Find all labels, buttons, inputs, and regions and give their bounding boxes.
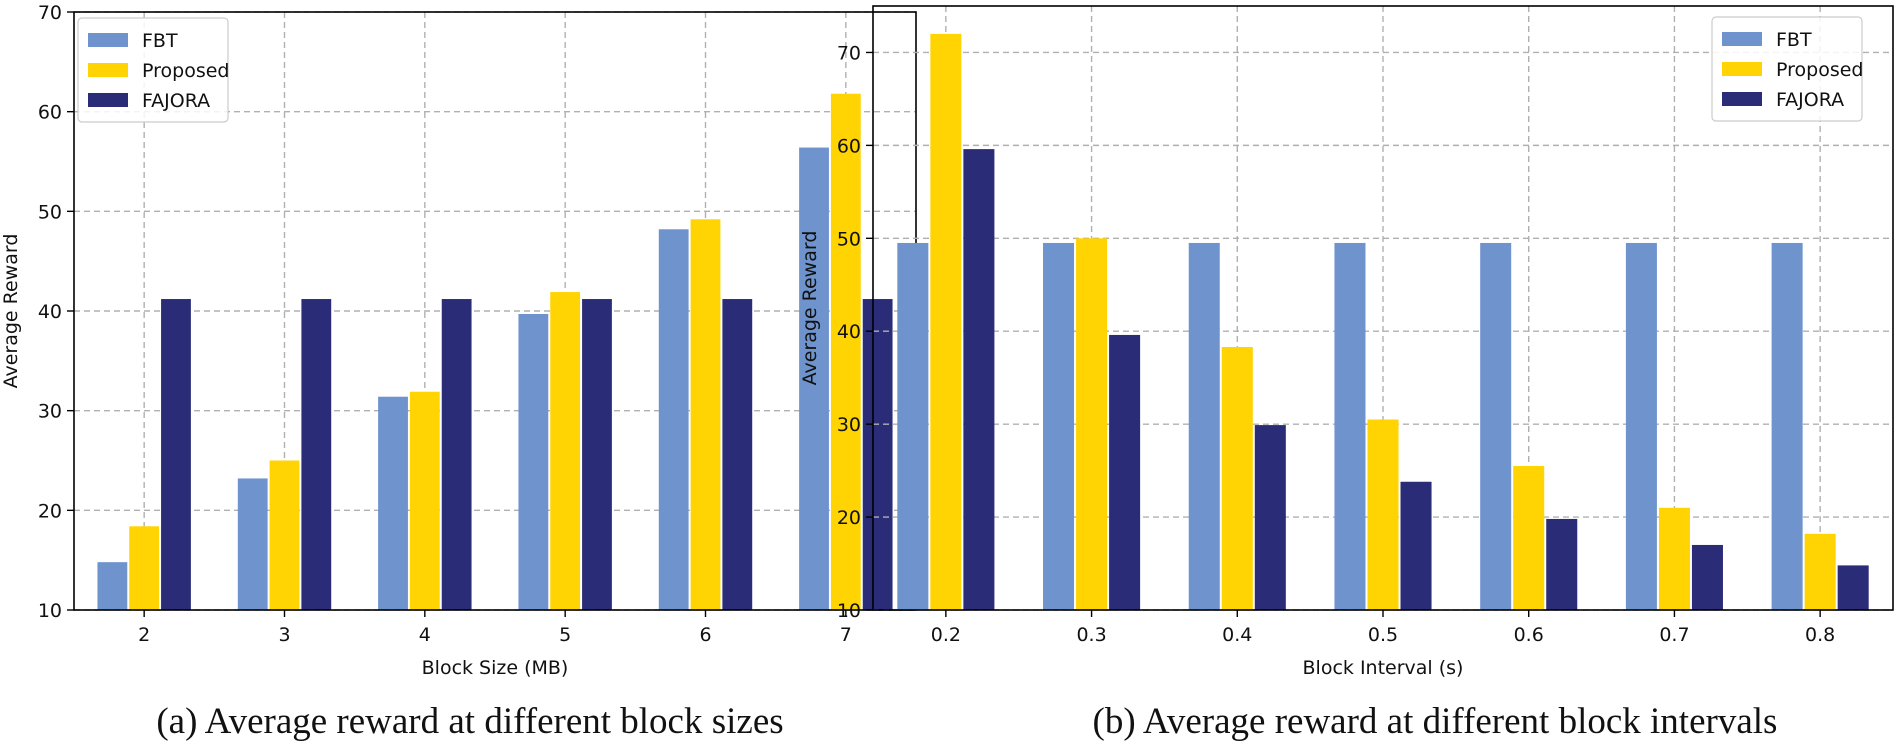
x-tick-label: 0.7 bbox=[1659, 624, 1689, 646]
bar-fajora-0-8 bbox=[1837, 565, 1869, 610]
bar-fbt-0-8 bbox=[1771, 242, 1803, 610]
caption-block-size: (a) Average reward at different block si… bbox=[156, 701, 784, 742]
y-tick-label: 40 bbox=[837, 321, 861, 343]
bar-fbt-0-2 bbox=[897, 242, 929, 610]
bar-proposed-0-5 bbox=[1367, 419, 1399, 610]
bar-fajora-7 bbox=[862, 299, 893, 610]
x-tick-label: 0.6 bbox=[1514, 624, 1544, 646]
legend-label-fbt: FBT bbox=[1776, 29, 1812, 51]
bar-proposed-0-4 bbox=[1221, 347, 1253, 610]
bar-proposed-6 bbox=[690, 219, 721, 610]
x-tick-label: 0.5 bbox=[1368, 624, 1398, 646]
bar-fajora-6 bbox=[722, 299, 753, 610]
legend-label-proposed: Proposed bbox=[142, 60, 229, 82]
bar-fajora-0-6 bbox=[1546, 518, 1578, 610]
x-tick-label: 5 bbox=[559, 624, 571, 646]
bar-proposed-0-3 bbox=[1076, 238, 1108, 611]
y-tick-label: 10 bbox=[837, 600, 861, 622]
legend: FBT Proposed FAJORA bbox=[1711, 16, 1863, 122]
legend-swatch-proposed bbox=[1722, 62, 1762, 76]
y-tick-label: 30 bbox=[837, 414, 861, 436]
legend-label-fajora: FAJORA bbox=[1776, 89, 1844, 111]
bar-fajora-5 bbox=[582, 299, 612, 610]
bar-proposed-0-6 bbox=[1513, 465, 1545, 610]
legend-swatch-fajora bbox=[1722, 92, 1762, 106]
bar-proposed-2 bbox=[129, 526, 160, 610]
bar-fbt-0-5 bbox=[1334, 242, 1366, 610]
bar-proposed-0-2 bbox=[930, 33, 962, 610]
bar-proposed-0-7 bbox=[1658, 507, 1690, 610]
bar-fajora-0-3 bbox=[1109, 334, 1141, 610]
chart-block-size: 10 20 30 40 50 60 70 2 3 4 5 6 7 Block Size (MB) Avera… bbox=[0, 2, 917, 679]
plot-frame bbox=[872, 5, 1894, 611]
x-tick-label: 0.8 bbox=[1805, 624, 1835, 646]
legend-swatch-fajora bbox=[88, 93, 128, 107]
bar-fbt-5 bbox=[518, 313, 549, 610]
bar-proposed-3 bbox=[269, 460, 300, 610]
x-tick-label: 3 bbox=[278, 624, 290, 646]
bar-fbt-2 bbox=[97, 562, 128, 610]
y-tick-label: 60 bbox=[38, 102, 62, 124]
x-tick-label: 7 bbox=[840, 624, 852, 646]
bar-proposed-7 bbox=[830, 93, 861, 610]
bar-fajora-4 bbox=[441, 299, 472, 610]
y-tick-label: 20 bbox=[837, 507, 861, 529]
bar-fbt-7 bbox=[799, 147, 829, 610]
x-tick-label: 0.2 bbox=[931, 624, 961, 646]
legend-label-proposed: Proposed bbox=[1776, 59, 1863, 81]
y-tick-label: 50 bbox=[837, 228, 861, 250]
bar-proposed-4 bbox=[409, 391, 440, 610]
bar-proposed-0-8 bbox=[1804, 533, 1836, 610]
y-tick-label: 10 bbox=[38, 600, 62, 622]
bar-proposed-5 bbox=[550, 292, 581, 610]
x-tick-label: 4 bbox=[419, 624, 431, 646]
y-tick-label: 30 bbox=[38, 401, 62, 423]
y-tick-label: 20 bbox=[38, 500, 62, 522]
x-tick-label: 0.4 bbox=[1222, 624, 1252, 646]
bar-fbt-0-4 bbox=[1188, 242, 1220, 610]
bar-fajora-3 bbox=[301, 299, 332, 610]
bar-fbt-4 bbox=[378, 396, 408, 610]
chart-block-interval: 10 20 30 40 50 60 70 0.2 0.3 0.4 0.5 0.6 0.7 0.8 Block… bbox=[799, 5, 1894, 679]
y-tick-label: 70 bbox=[837, 42, 861, 64]
bar-fbt-3 bbox=[237, 478, 268, 610]
caption-block-interval: (b) Average reward at different block in… bbox=[1092, 701, 1778, 742]
bar-fajora-0-7 bbox=[1691, 544, 1723, 610]
bar-fbt-0-7 bbox=[1625, 242, 1657, 610]
bar-fbt-0-3 bbox=[1043, 242, 1075, 610]
legend-label-fbt: FBT bbox=[142, 30, 178, 52]
x-tick-label: 2 bbox=[138, 624, 150, 646]
legend-label-fajora: FAJORA bbox=[142, 90, 210, 112]
y-axis-label: Average Reward bbox=[0, 234, 22, 389]
bar-fbt-0-6 bbox=[1480, 242, 1512, 610]
bar-fajora-2 bbox=[161, 299, 191, 610]
x-tick-label: 6 bbox=[699, 624, 711, 646]
x-tick-label: 0.3 bbox=[1076, 624, 1106, 646]
y-tick-label: 60 bbox=[837, 135, 861, 157]
legend-swatch-fbt bbox=[1722, 32, 1762, 46]
legend-swatch-fbt bbox=[88, 33, 128, 47]
legend: FBT Proposed FAJORA bbox=[77, 17, 229, 123]
x-axis-label: Block Size (MB) bbox=[422, 657, 569, 679]
y-tick-label: 50 bbox=[38, 201, 62, 223]
y-tick-label: 70 bbox=[38, 2, 62, 24]
bar-fbt-6 bbox=[658, 229, 689, 611]
x-axis-label: Block Interval (s) bbox=[1303, 657, 1464, 679]
bar-fajora-0-5 bbox=[1400, 481, 1432, 610]
y-tick-label: 40 bbox=[38, 301, 62, 323]
bar-fajora-0-4 bbox=[1254, 425, 1286, 610]
legend-swatch-proposed bbox=[88, 63, 128, 77]
y-axis-label: Average Reward bbox=[799, 231, 821, 386]
bar-fajora-0-2 bbox=[963, 149, 995, 610]
